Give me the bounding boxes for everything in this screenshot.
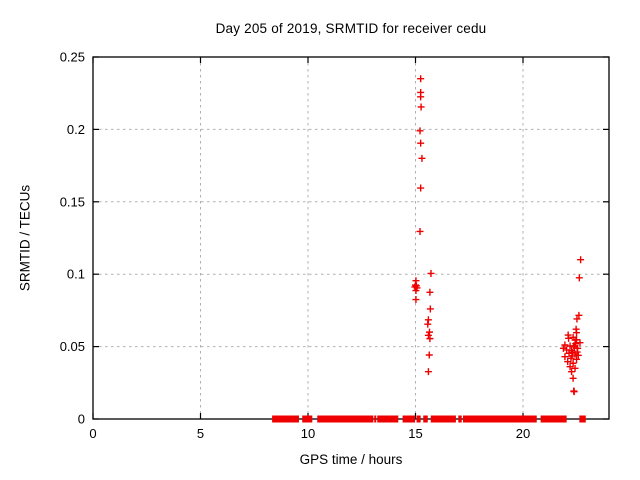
data-point-marker: [573, 329, 581, 337]
baseline-segment: [540, 415, 567, 423]
data-point-marker: [426, 335, 434, 343]
data-point-marker: [412, 296, 420, 304]
data-point-marker: [561, 353, 569, 361]
x-tick-label-0: 0: [89, 426, 96, 441]
baseline-segment: [463, 415, 537, 423]
data-point-marker: [564, 358, 572, 366]
data-point-marker: [425, 351, 433, 359]
data-point-marker: [425, 328, 433, 336]
data-point-marker: [568, 352, 576, 360]
y-axis-label: SRMTID / TECUs: [17, 184, 33, 292]
data-point-marker: [576, 339, 584, 347]
baseline-segment: [458, 415, 462, 423]
data-point-marker: [427, 269, 435, 277]
baseline-segment: [317, 415, 374, 423]
data-point-marker: [412, 287, 420, 295]
baseline-segment: [416, 415, 421, 423]
data-point-marker: [574, 351, 582, 359]
y-tick-label-0.25: 0.25: [60, 50, 85, 65]
data-point-marker: [571, 364, 579, 372]
data-point-marker: [417, 139, 425, 147]
data-point-marker: [426, 288, 434, 296]
data-point-marker: [417, 93, 425, 101]
baseline-segment: [374, 415, 377, 423]
data-point-marker: [424, 368, 432, 376]
chart-title: Day 205 of 2019, SRMTID for receiver ced…: [215, 21, 487, 36]
y-tick-label-0.05: 0.05: [60, 339, 85, 354]
y-tick-label-0.1: 0.1: [67, 267, 85, 282]
data-point-marker: [416, 127, 424, 135]
data-point-marker: [424, 331, 432, 339]
data-point-marker: [561, 341, 569, 349]
data-point-marker: [575, 311, 583, 319]
data-point-marker: [417, 184, 425, 192]
data-point-marker: [575, 274, 583, 282]
data-point-marker: [417, 103, 425, 111]
data-point-marker: [570, 342, 578, 350]
baseline-segment: [377, 415, 399, 423]
data-point-marker: [573, 355, 581, 363]
data-point-marker: [566, 363, 574, 371]
x-axis-label: GPS time / hours: [299, 452, 403, 467]
x-tick-label-10: 10: [301, 426, 315, 441]
data-point-marker: [570, 388, 578, 396]
baseline-segment: [430, 415, 456, 423]
baseline-segment: [272, 415, 299, 423]
data-point-marker: [417, 75, 425, 83]
baseline-segment: [423, 415, 428, 423]
baseline-segment: [302, 415, 313, 423]
y-tick-label-0.15: 0.15: [60, 194, 85, 209]
baseline-segment: [579, 415, 586, 423]
data-point-marker: [577, 256, 585, 264]
y-tick-label-0.2: 0.2: [67, 122, 85, 137]
data-point-marker: [573, 348, 581, 356]
data-point-marker: [573, 315, 581, 323]
data-point-marker: [418, 154, 426, 162]
baseline-segment: [402, 415, 416, 423]
data-point-marker: [426, 305, 434, 313]
x-tick-label-15: 15: [408, 426, 422, 441]
x-tick-label-5: 5: [197, 426, 204, 441]
data-point-marker: [564, 331, 572, 339]
data-point-marker: [416, 227, 424, 235]
data-point-marker: [568, 368, 576, 376]
y-tick-label-0: 0: [78, 412, 85, 427]
data-point-marker: [424, 320, 432, 328]
data-point-marker: [569, 374, 577, 382]
data-point-marker: [559, 344, 567, 352]
x-tick-label-20: 20: [516, 426, 530, 441]
plot-border: [92, 56, 610, 420]
